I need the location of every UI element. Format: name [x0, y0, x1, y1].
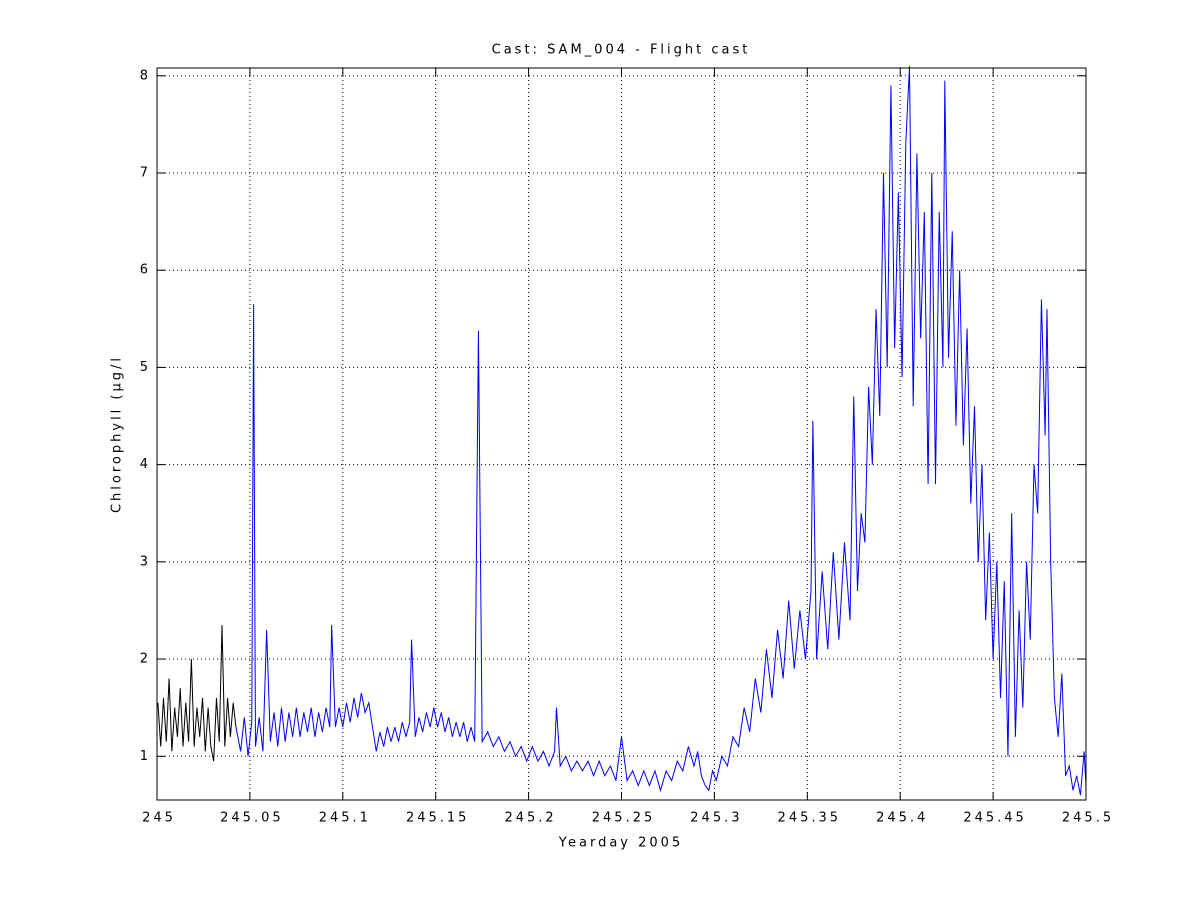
- data-line: [235, 66, 1087, 796]
- x-tick-label: 245.45: [963, 811, 1027, 826]
- y-tick-label: 3: [140, 554, 151, 569]
- x-tick-label: 245.05: [220, 811, 284, 826]
- x-tick-label: 245.5: [1062, 811, 1114, 826]
- y-tick-label: 7: [140, 165, 151, 180]
- x-tick-label: 245.4: [876, 811, 928, 826]
- x-axis-label: Yearday 2005: [558, 836, 683, 851]
- chart-title: Cast: SAM_004 - Flight cast: [492, 43, 751, 58]
- y-tick-label: 4: [140, 457, 151, 472]
- x-tick-label: 245.3: [690, 811, 742, 826]
- y-tick-label: 6: [140, 263, 151, 278]
- y-tick-label: 2: [140, 652, 151, 667]
- data-line: [157, 625, 237, 762]
- x-tick-label: 245.35: [778, 811, 842, 826]
- y-tick-label: 8: [140, 68, 151, 83]
- x-tick-label: 245.15: [406, 811, 470, 826]
- y-tick-label: 1: [140, 749, 151, 764]
- plot-frame: [156, 67, 1087, 801]
- x-tick-label: 245.25: [592, 811, 656, 826]
- y-axis-label: Chlorophyll (μg/l: [110, 355, 125, 513]
- x-tick-label: 245.2: [504, 811, 556, 826]
- x-tick-label: 245.1: [319, 811, 371, 826]
- y-tick-label: 5: [140, 360, 151, 375]
- x-tick-label: 245: [142, 811, 176, 826]
